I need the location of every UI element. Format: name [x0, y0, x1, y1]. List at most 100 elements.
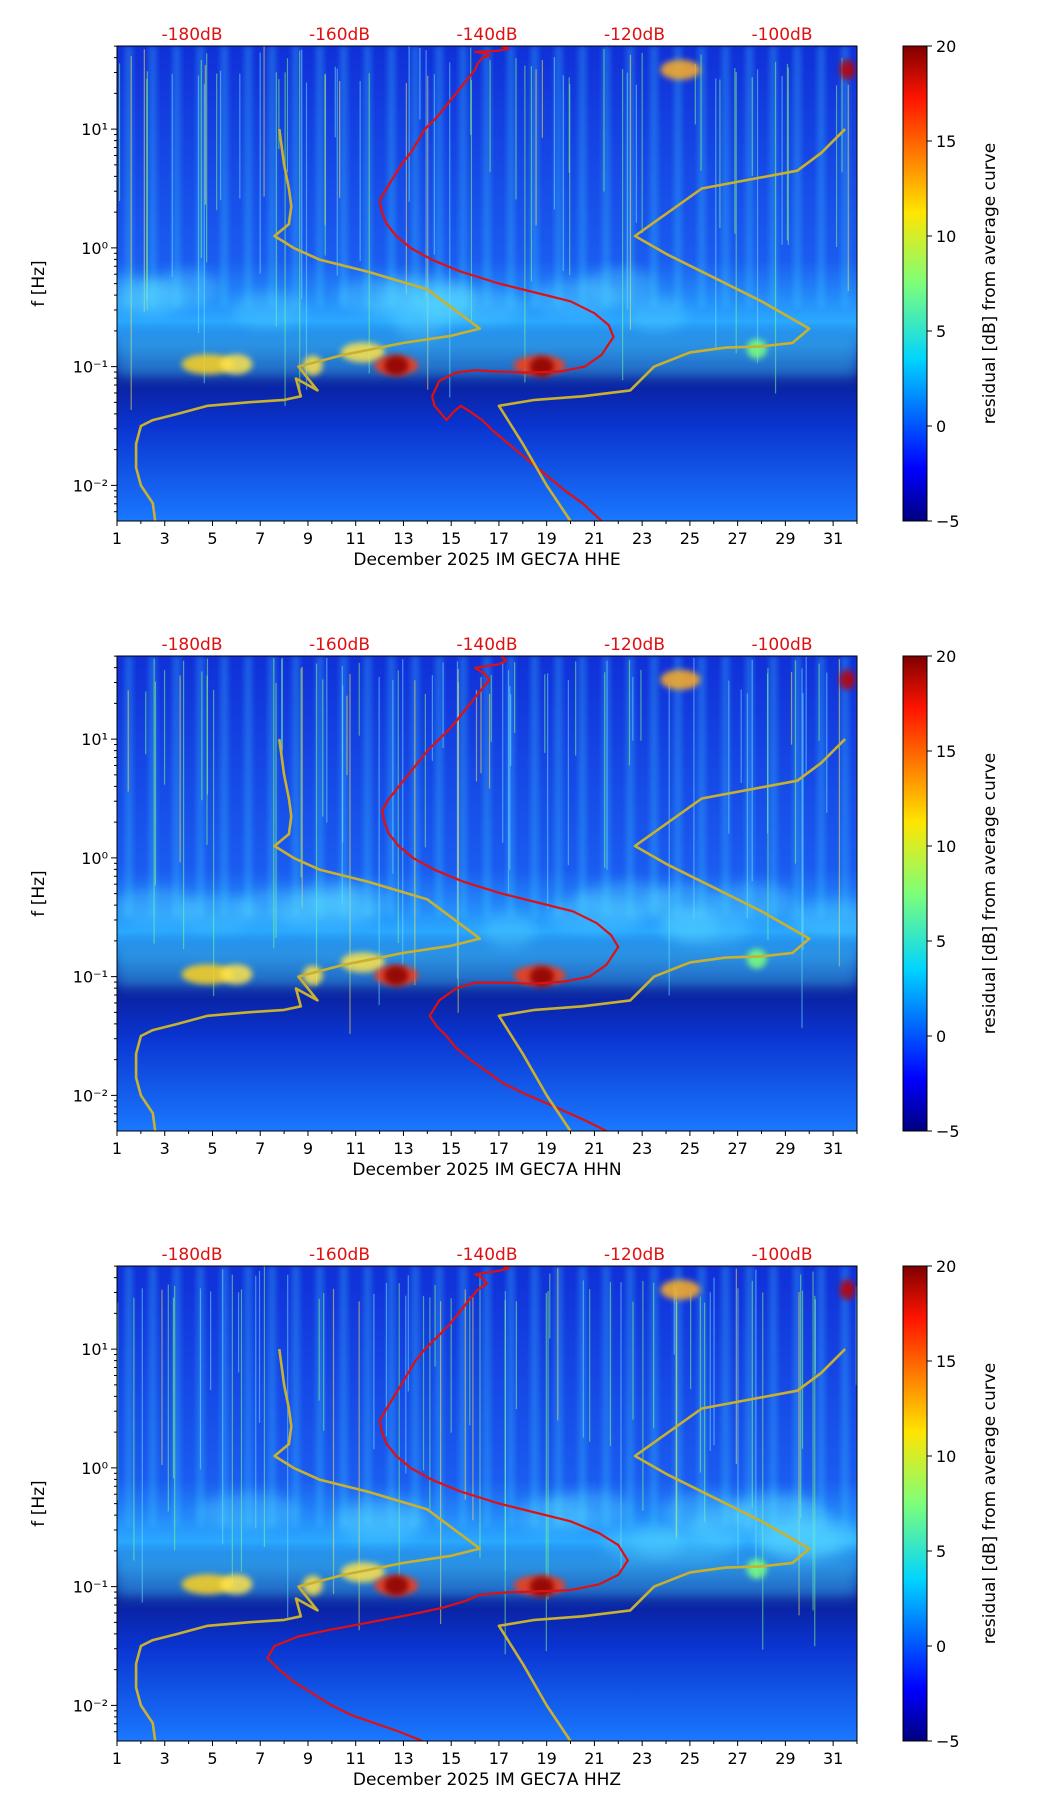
streak: [547, 673, 549, 909]
streak: [801, 1290, 804, 1449]
noise-patch: [136, 278, 190, 315]
y-tick-label: 10⁻²: [73, 1086, 108, 1105]
colorbar-tick-label: 20: [936, 37, 956, 56]
colorbar-tick-label: 15: [936, 1352, 956, 1371]
streak: [424, 694, 426, 848]
streak: [629, 54, 632, 330]
energy-blob: [181, 354, 234, 375]
streak: [278, 79, 280, 150]
daily-band: [841, 656, 849, 918]
streak: [530, 66, 533, 282]
noise-patch: [325, 883, 393, 920]
streak: [751, 1280, 753, 1509]
noise-model-curve: [134, 738, 482, 1131]
streak: [332, 1288, 335, 1595]
streak: [709, 1292, 711, 1451]
noise-model-curve: [497, 1348, 847, 1741]
daily-band: [268, 46, 276, 308]
daily-band: [555, 46, 563, 308]
streak: [735, 1268, 737, 1465]
daily-band: [746, 46, 753, 308]
db-scale-label: -160dB: [309, 1245, 370, 1265]
streak: [694, 63, 696, 125]
streak: [719, 79, 721, 228]
streak: [407, 1275, 409, 1392]
x-tick-label: 3: [160, 529, 170, 548]
streak: [704, 1302, 706, 1522]
streak: [431, 675, 433, 761]
x-tick-label: 5: [207, 1749, 217, 1768]
daily-band: [746, 656, 753, 918]
daily-band: [531, 1266, 539, 1528]
streak: [323, 1293, 325, 1431]
streak: [480, 677, 482, 774]
energy-blob: [839, 1279, 856, 1300]
colorbar-tick-label: 10: [936, 227, 956, 246]
daily-band: [364, 46, 372, 308]
daily-band: [316, 1266, 324, 1528]
streak: [263, 46, 265, 197]
colorbar: −5 0 5 10 15 20 residual [dB] from average cur…: [902, 647, 1000, 1141]
streak: [786, 63, 789, 241]
streak: [286, 58, 289, 173]
streak: [699, 1296, 701, 1473]
daily-band: [650, 656, 658, 918]
streak: [378, 676, 380, 1006]
x-tick-label: 25: [680, 529, 700, 548]
streak: [675, 1287, 677, 1538]
y-tick-label: 10⁰: [81, 239, 108, 258]
x-tick-label: 21: [584, 1749, 604, 1768]
streak: [171, 73, 173, 277]
streak: [203, 83, 205, 384]
streak: [442, 662, 444, 748]
streak: [349, 673, 351, 1034]
daily-band: [746, 1266, 753, 1528]
colorbar-tick-label: 20: [936, 647, 956, 666]
streak: [855, 1286, 857, 1385]
daily-band: [722, 1266, 730, 1528]
daily-band: [411, 46, 419, 308]
x-tick-label: 3: [160, 1139, 170, 1158]
daily-band: [364, 1266, 372, 1528]
streak: [653, 1282, 655, 1429]
streak: [626, 72, 628, 310]
daily-band: [244, 656, 252, 918]
noise-patch: [197, 1493, 300, 1530]
streak: [640, 669, 642, 741]
daily-band: [578, 1266, 586, 1528]
x-tick-label: 25: [680, 1139, 700, 1158]
energy-blob: [660, 669, 701, 690]
colorbar-label: residual [dB] from average curve: [980, 143, 1000, 424]
streak: [557, 1268, 559, 1421]
streak: [535, 69, 537, 226]
daily-band: [387, 656, 395, 918]
streak: [575, 661, 577, 756]
streak: [604, 672, 606, 868]
energy-blob: [220, 964, 253, 985]
streak: [756, 69, 759, 364]
x-axis-label: December 2025 IM GEC7A HHN: [352, 1160, 621, 1180]
x-tick-label: 11: [346, 1139, 366, 1158]
streak: [199, 1288, 202, 1470]
daily-band: [292, 46, 300, 308]
psd-curve: [380, 656, 620, 1131]
streak: [141, 1288, 143, 1603]
x-tick-label: 3: [160, 1749, 170, 1768]
streak: [469, 1296, 471, 1426]
y-tick-label: 10⁻¹: [73, 358, 108, 377]
energy-blob: [340, 1562, 385, 1583]
streak: [145, 691, 147, 755]
colorbar-label: residual [dB] from average curve: [980, 1363, 1000, 1644]
daily-band: [435, 46, 443, 308]
daily-band: [769, 656, 777, 918]
x-tick-label: 31: [823, 1749, 843, 1768]
streak: [322, 679, 324, 817]
streak: [490, 674, 492, 742]
streak: [402, 659, 404, 965]
spectrogram-texture: [117, 656, 857, 1034]
energy-blob: [340, 952, 385, 973]
streak: [805, 656, 807, 773]
streak: [746, 693, 748, 919]
chart-panel-3: 1 3 5 7 9 11 13 15 17 19 21 23 25 27 29 3110⁻²10⁻¹10⁰10…: [29, 1245, 1000, 1790]
daily-band: [173, 46, 181, 308]
